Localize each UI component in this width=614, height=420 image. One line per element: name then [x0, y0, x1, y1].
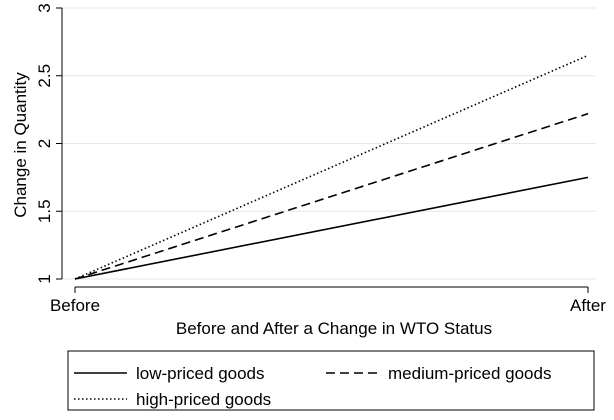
y-tick-label: 2: [35, 139, 54, 148]
x-axis-label: Before and After a Change in WTO Status: [176, 319, 492, 338]
x-ticks: Before After: [50, 287, 606, 315]
y-tick-label: 1: [35, 274, 54, 283]
y-ticks: 1 1.5 2 2.5 3: [35, 3, 62, 284]
y-tick-label: 1.5: [35, 199, 54, 223]
x-tick-label: Before: [50, 296, 100, 315]
grid-lines: [62, 7, 596, 280]
legend-label: low-priced goods: [136, 364, 265, 383]
y-tick-label: 2.5: [35, 64, 54, 88]
series-line-medium-priced-goods: [74, 112, 589, 280]
y-axis-label: Change in Quantity: [11, 72, 30, 218]
x-tick-label: After: [570, 296, 606, 315]
series-lines: [74, 54, 589, 280]
legend-box: [67, 350, 595, 411]
axes: [61, 8, 588, 288]
y-tick-label: 3: [35, 3, 54, 12]
legend: low-priced goods medium-priced goods high-…: [67, 350, 595, 411]
series-line-low-priced-goods: [74, 176, 589, 280]
legend-label: medium-priced goods: [388, 364, 551, 383]
legend-label: high-priced goods: [136, 390, 271, 409]
series-line-high-priced-goods: [74, 54, 589, 280]
